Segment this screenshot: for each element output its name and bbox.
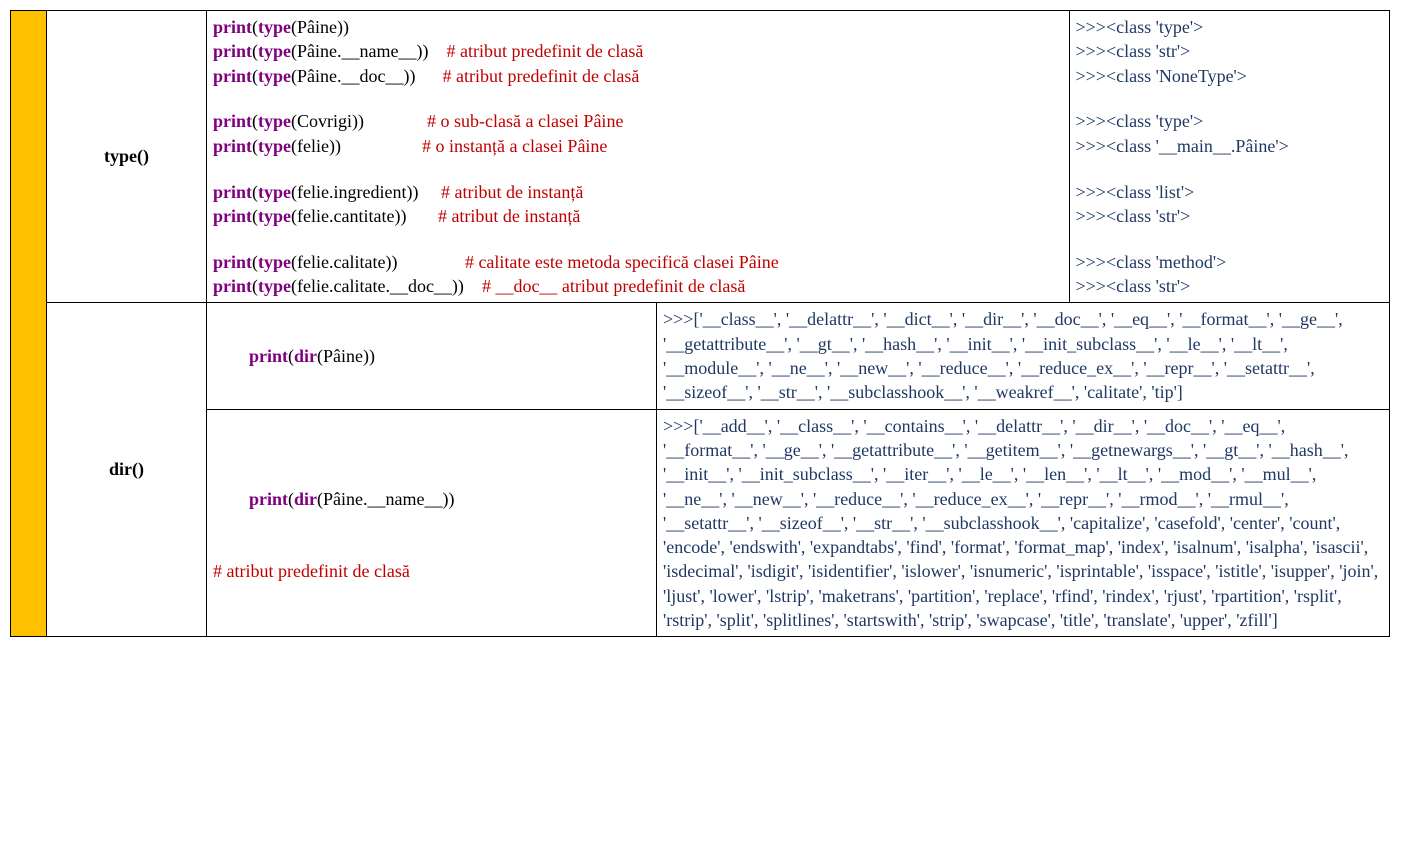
output-line: >>><class 'str'> (1076, 204, 1384, 228)
func-name-type: type() (47, 11, 207, 303)
output-line: >>><class 'str'> (1076, 274, 1384, 298)
code-line: print(type(felie.calitate.__doc__)) # __… (213, 274, 1063, 298)
output-line: >>><class 'NoneType'> (1076, 64, 1384, 88)
dir-code-b: print(dir(Pâine.__name__)) # atribut pre… (207, 409, 657, 637)
code-line: print(type(Pâine)) (213, 15, 1063, 39)
kw-print: print (249, 346, 288, 366)
output-line: >>><class 'method'> (1076, 250, 1384, 274)
kw-dir: dir (294, 489, 317, 509)
dir-output-b: >>>['__add__', '__class__', '__contains_… (657, 409, 1390, 637)
code-line: print(type(felie.calitate)) # calitate e… (213, 250, 1063, 274)
func-name-dir: dir() (47, 303, 207, 637)
output-line: >>><class '__main__.Pâine'> (1076, 134, 1384, 158)
code-line: print(type(Covrigi)) # o sub-clasă a cla… (213, 109, 1063, 133)
code-line: print(type(felie)) # o instanță a clasei… (213, 134, 1063, 158)
yellow-strip (11, 11, 47, 637)
output-line: >>><class 'type'> (1076, 109, 1384, 133)
code-line: print(type(Pâine.__name__)) # atribut pr… (213, 39, 1063, 63)
dir-output-a: >>>['__class__', '__delattr__', '__dict_… (657, 303, 1390, 409)
table-row-dir-b: print(dir(Pâine.__name__)) # atribut pre… (11, 409, 1390, 637)
table-row-type: type() print(type(Pâine))print(type(Pâin… (11, 11, 1390, 303)
kw-print: print (249, 489, 288, 509)
output-line: >>><class 'str'> (1076, 39, 1384, 63)
type-row-body: print(type(Pâine))print(type(Pâine.__nam… (207, 11, 1390, 303)
code-line: print(type(felie.ingredient)) # atribut … (213, 180, 1063, 204)
output-line: >>><class 'type'> (1076, 15, 1384, 39)
table-row-dir-a: dir() print(dir(Pâine)) >>>['__class__',… (11, 303, 1390, 409)
output-line: >>><class 'list'> (1076, 180, 1384, 204)
reference-table: type() print(type(Pâine))print(type(Pâin… (10, 10, 1390, 637)
type-code-cell: print(type(Pâine))print(type(Pâine.__nam… (207, 11, 1069, 302)
dir-code-a: print(dir(Pâine)) (207, 303, 657, 409)
code-line: print(type(Pâine.__doc__)) # atribut pre… (213, 64, 1063, 88)
kw-dir: dir (294, 346, 317, 366)
type-output-cell: >>><class 'type'>>>><class 'str'>>>><cla… (1069, 11, 1389, 302)
code-line: print(type(felie.cantitate)) # atribut d… (213, 204, 1063, 228)
comment-line: # atribut predefinit de clasă (213, 561, 410, 581)
